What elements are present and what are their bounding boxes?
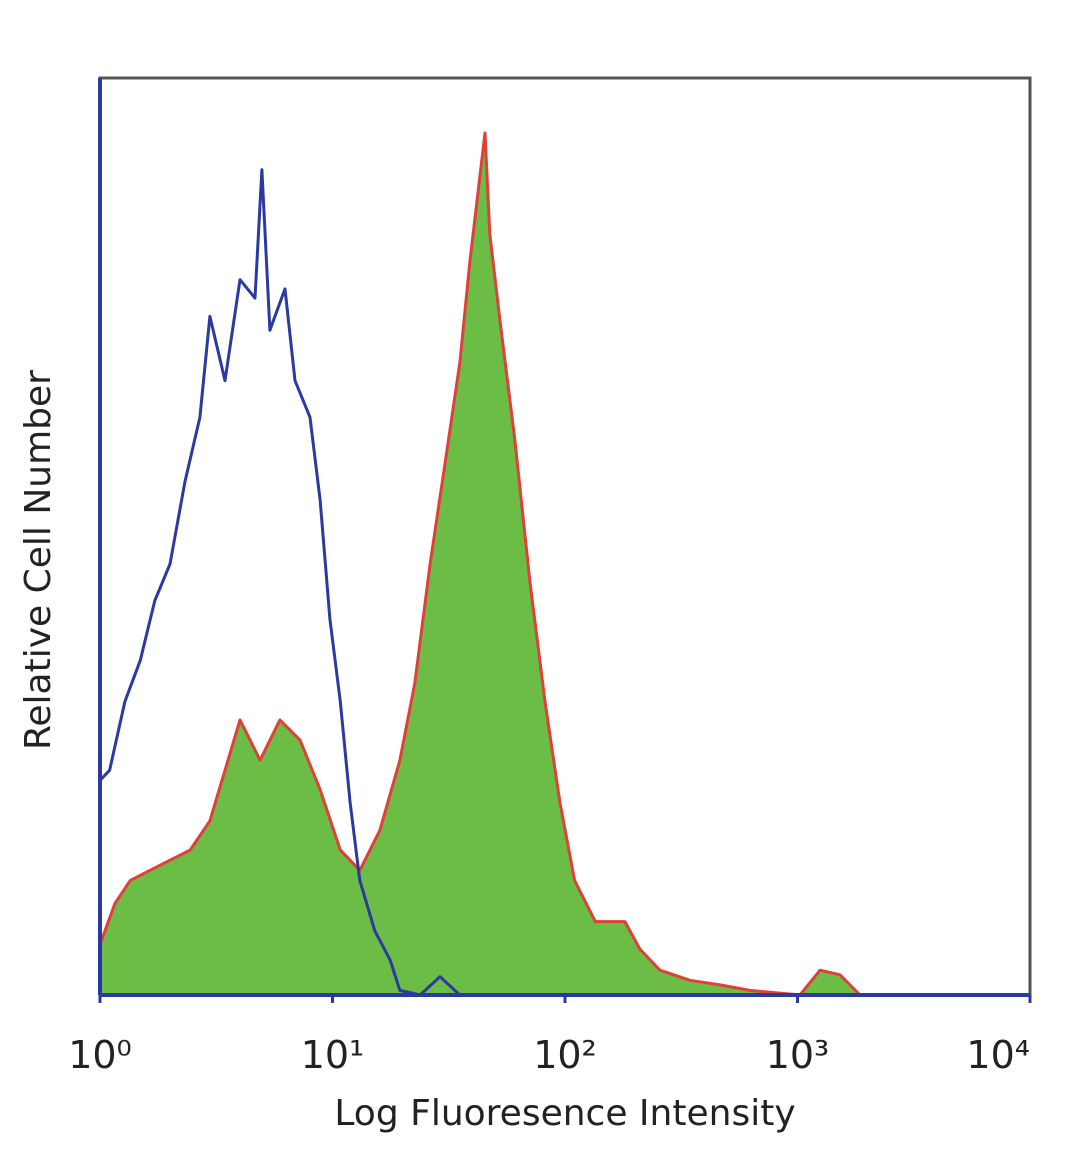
- x-tick-label: 10⁰: [68, 1033, 132, 1077]
- x-tick-label: 10²: [533, 1033, 597, 1077]
- x-axis-label: Log Fluoresence Intensity: [334, 1093, 795, 1134]
- x-tick-label: 10⁴: [966, 1033, 1030, 1077]
- histogram-line: [98, 168, 461, 997]
- x-tick-label: 10³: [766, 1033, 830, 1077]
- x-tick-label: 10¹: [301, 1033, 365, 1077]
- histogram-area: [98, 131, 1032, 997]
- y-axis-label: Relative Cell Number: [18, 370, 59, 750]
